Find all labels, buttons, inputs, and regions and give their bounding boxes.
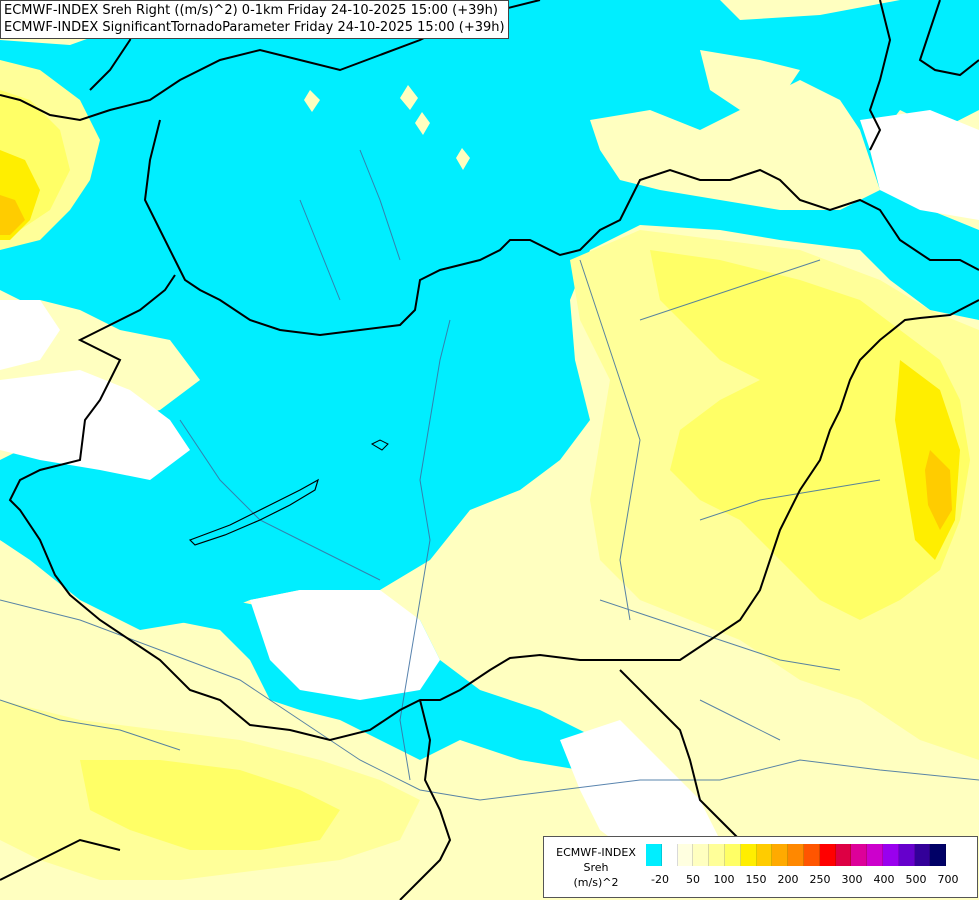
legend-swatch [661, 844, 678, 866]
legend-tick-label: 250 [809, 873, 831, 886]
legend-tick-label: 100 [713, 873, 735, 886]
yellow-east [650, 250, 970, 620]
legend-tick-label: 500 [905, 873, 927, 886]
white-patch-center [250, 590, 440, 700]
legend-tick-label: 400 [873, 873, 895, 886]
legend-swatches [646, 844, 947, 866]
legend-tick-label: 50 [686, 873, 700, 886]
legend-swatch [882, 844, 899, 866]
legend-tick-label: -20 [651, 873, 669, 886]
legend-ticks: -20 50 100 150 200 250 300 400 500 700 [646, 873, 966, 889]
white-patch-northwest [0, 300, 60, 370]
map-title-line2: ECMWF-INDEX SignificantTornadoParameter … [4, 20, 505, 35]
legend-title-line3: (m/s)^2 [573, 876, 619, 889]
legend-swatch [898, 844, 915, 866]
legend-tick-label: 150 [745, 873, 767, 886]
legend-swatch [646, 844, 662, 866]
yellow-southwest [80, 760, 340, 850]
lake-balaton [188, 478, 319, 546]
cyan-diamond-4 [456, 148, 470, 170]
legend-title-line2: Sreh [583, 861, 609, 874]
white-patch-south [560, 720, 720, 860]
legend-swatch [788, 844, 804, 866]
legend-title: ECMWF-INDEX Sreh (m/s)^2 [548, 845, 644, 890]
legend-swatch [851, 844, 868, 866]
legend-swatch [835, 844, 852, 866]
legend-swatch [772, 844, 789, 866]
cyan-diamond-1 [304, 90, 320, 112]
legend-swatch [867, 844, 883, 866]
legend-tick-label: 700 [937, 873, 959, 886]
legend-swatch [930, 844, 947, 866]
white-patch-west [0, 370, 190, 480]
legend-swatch [756, 844, 773, 866]
legend-tick-label: 300 [841, 873, 863, 886]
map-title-line1: ECMWF-INDEX Sreh Right ((m/s)^2) 0-1km F… [4, 3, 498, 18]
legend-tick-label: 200 [777, 873, 799, 886]
legend-title-line1: ECMWF-INDEX [556, 846, 636, 859]
legend-swatch [677, 844, 694, 866]
lake-small [370, 439, 389, 451]
pale-yellow-northeast [590, 80, 880, 210]
legend-swatch [709, 844, 725, 866]
orange-core-east [925, 450, 952, 530]
pale-yellow-north [700, 50, 800, 110]
legend-swatch [914, 844, 931, 866]
cyan-diamond-3 [415, 112, 430, 135]
rivers [0, 149, 979, 801]
color-legend: ECMWF-INDEX Sreh (m/s)^2 -20 50 100 150 200 2… [543, 836, 978, 898]
cyan-diamond-2 [400, 85, 418, 110]
white-patch-northeast [860, 110, 979, 220]
orange-core-northwest [0, 195, 25, 235]
map-title-box: ECMWF-INDEX Sreh Right ((m/s)^2) 0-1km F… [0, 0, 509, 39]
legend-swatch [803, 844, 820, 866]
legend-swatch [740, 844, 757, 866]
legend-swatch [693, 844, 710, 866]
legend-swatch [819, 844, 836, 866]
legend-swatch [724, 844, 741, 866]
